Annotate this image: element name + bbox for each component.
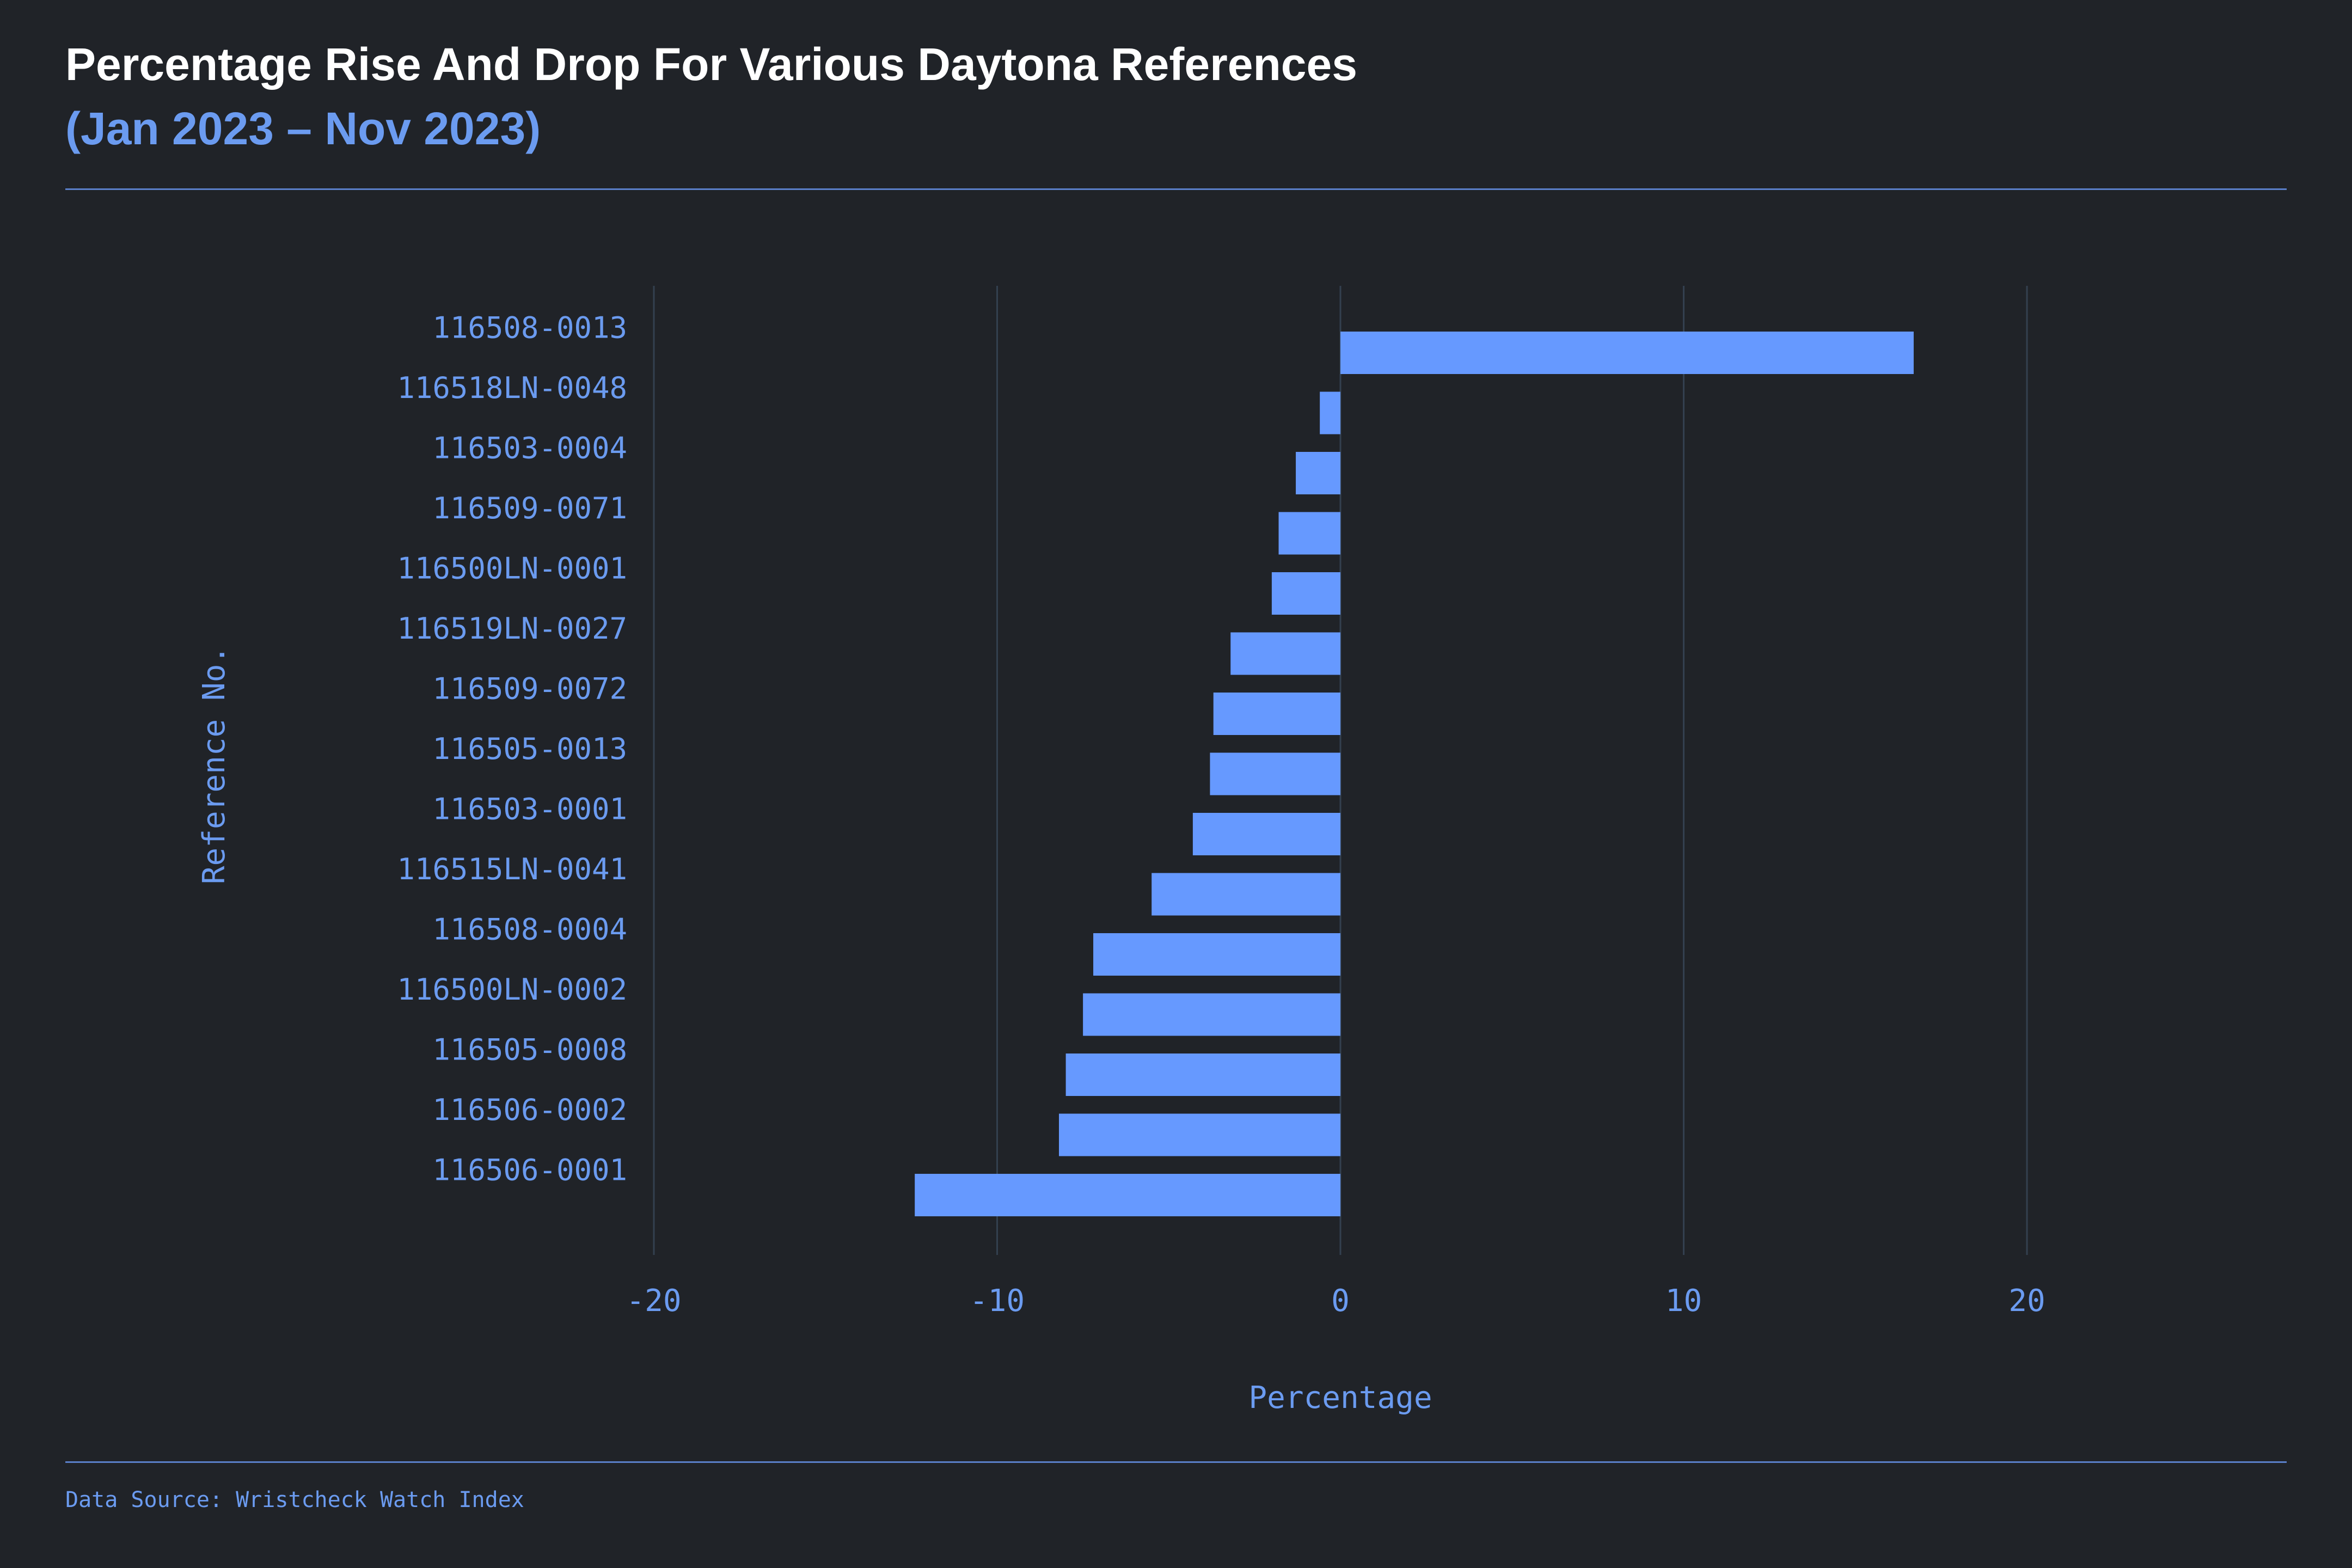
chart-subtitle: (Jan 2023 – Nov 2023) bbox=[65, 103, 541, 154]
category-label: 116508-0004 bbox=[432, 912, 627, 947]
bar-116519LN-0027 bbox=[1230, 632, 1340, 675]
category-label: 116503-0004 bbox=[432, 431, 627, 465]
data-source: Data Source: Wristcheck Watch Index bbox=[65, 1487, 524, 1512]
category-label: 116506-0002 bbox=[432, 1093, 627, 1127]
x-tick-label: -10 bbox=[970, 1283, 1025, 1319]
category-label: 116518LN-0048 bbox=[397, 371, 627, 405]
category-label: 116500LN-0002 bbox=[397, 972, 627, 1007]
x-tick-label: 20 bbox=[2008, 1283, 2045, 1319]
x-tick-labels: -20 -10 0 10 20 bbox=[626, 1283, 2045, 1319]
category-label: 116505-0008 bbox=[432, 1033, 627, 1067]
x-tick-label: -20 bbox=[626, 1283, 681, 1319]
category-label: 116503-0001 bbox=[432, 792, 627, 826]
bar-116503-0001 bbox=[1192, 813, 1340, 855]
category-label: 116505-0013 bbox=[432, 732, 627, 766]
y-axis-title: Reference No. bbox=[197, 646, 232, 884]
category-label: 116509-0071 bbox=[432, 491, 627, 525]
bar-116506-0001 bbox=[915, 1174, 1340, 1216]
bar-116508-0013 bbox=[1340, 332, 1914, 374]
category-label: 116515LN-0041 bbox=[397, 852, 627, 886]
category-label: 116519LN-0027 bbox=[397, 611, 627, 646]
bar-116506-0002 bbox=[1058, 1113, 1340, 1156]
bar-116509-0072 bbox=[1213, 693, 1340, 735]
bar-116509-0071 bbox=[1278, 512, 1340, 555]
category-label: 116506-0001 bbox=[432, 1153, 627, 1187]
category-labels: 116508-0013 116518LN-0048 116503-0004 11650… bbox=[397, 311, 627, 1187]
bar-116505-0008 bbox=[1065, 1054, 1340, 1096]
bars bbox=[915, 332, 1914, 1216]
category-label: 116500LN-0001 bbox=[397, 552, 627, 586]
category-label: 116508-0013 bbox=[432, 311, 627, 345]
x-tick-label: 10 bbox=[1665, 1283, 1702, 1319]
bar-116503-0004 bbox=[1296, 452, 1340, 494]
header-divider bbox=[65, 188, 2287, 190]
chart-title: Percentage Rise And Drop For Various Day… bbox=[65, 39, 1357, 90]
bar-116500LN-0001 bbox=[1271, 572, 1340, 615]
footer-divider bbox=[65, 1461, 2287, 1463]
x-tick-label: 0 bbox=[1331, 1283, 1350, 1319]
bar-116508-0004 bbox=[1093, 933, 1340, 976]
bar-116518LN-0048 bbox=[1320, 391, 1340, 434]
bar-116505-0013 bbox=[1210, 752, 1340, 795]
bar-116500LN-0002 bbox=[1083, 993, 1340, 1036]
category-label: 116509-0072 bbox=[432, 672, 627, 706]
bar-116515LN-0041 bbox=[1152, 873, 1340, 916]
x-axis-title: Percentage bbox=[1248, 1380, 1432, 1416]
